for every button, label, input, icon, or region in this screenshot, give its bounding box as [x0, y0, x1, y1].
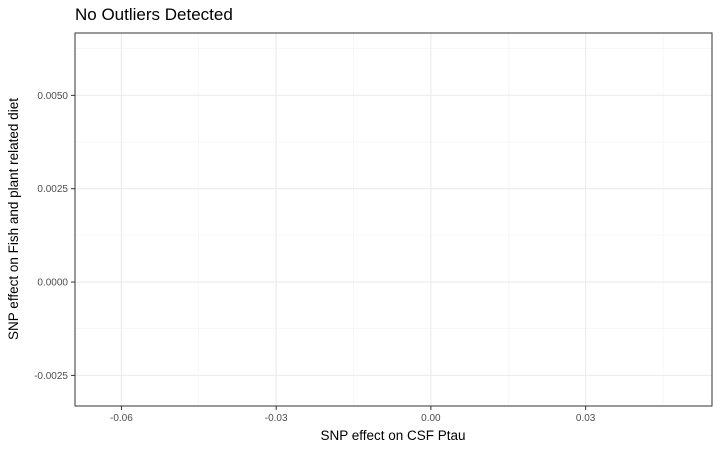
- major-gridlines: [75, 33, 712, 406]
- panel-background: [75, 33, 712, 406]
- x-axis-ticks: -0.06 -0.03 0.00 0.03: [110, 406, 596, 424]
- y-axis-ticks: -0.0025 0.0000 0.0025 0.0050: [34, 91, 75, 382]
- y-tick-label: 0.0025: [37, 184, 68, 195]
- chart-title: No Outliers Detected: [75, 5, 233, 24]
- x-tick-label: 0.03: [576, 413, 596, 424]
- x-axis-title: SNP effect on CSF Ptau: [320, 428, 465, 443]
- y-tick-label: -0.0025: [34, 371, 68, 382]
- panel-border: [74, 32, 713, 407]
- y-axis-title: SNP effect on Fish and plant related die…: [6, 98, 21, 340]
- y-tick-label: 0.0050: [37, 91, 68, 102]
- x-tick-label: -0.03: [265, 413, 288, 424]
- x-tick-label: 0.00: [421, 413, 441, 424]
- y-tick-label: 0.0000: [37, 278, 68, 289]
- x-tick-label: -0.06: [110, 413, 133, 424]
- minor-gridlines: [75, 33, 712, 406]
